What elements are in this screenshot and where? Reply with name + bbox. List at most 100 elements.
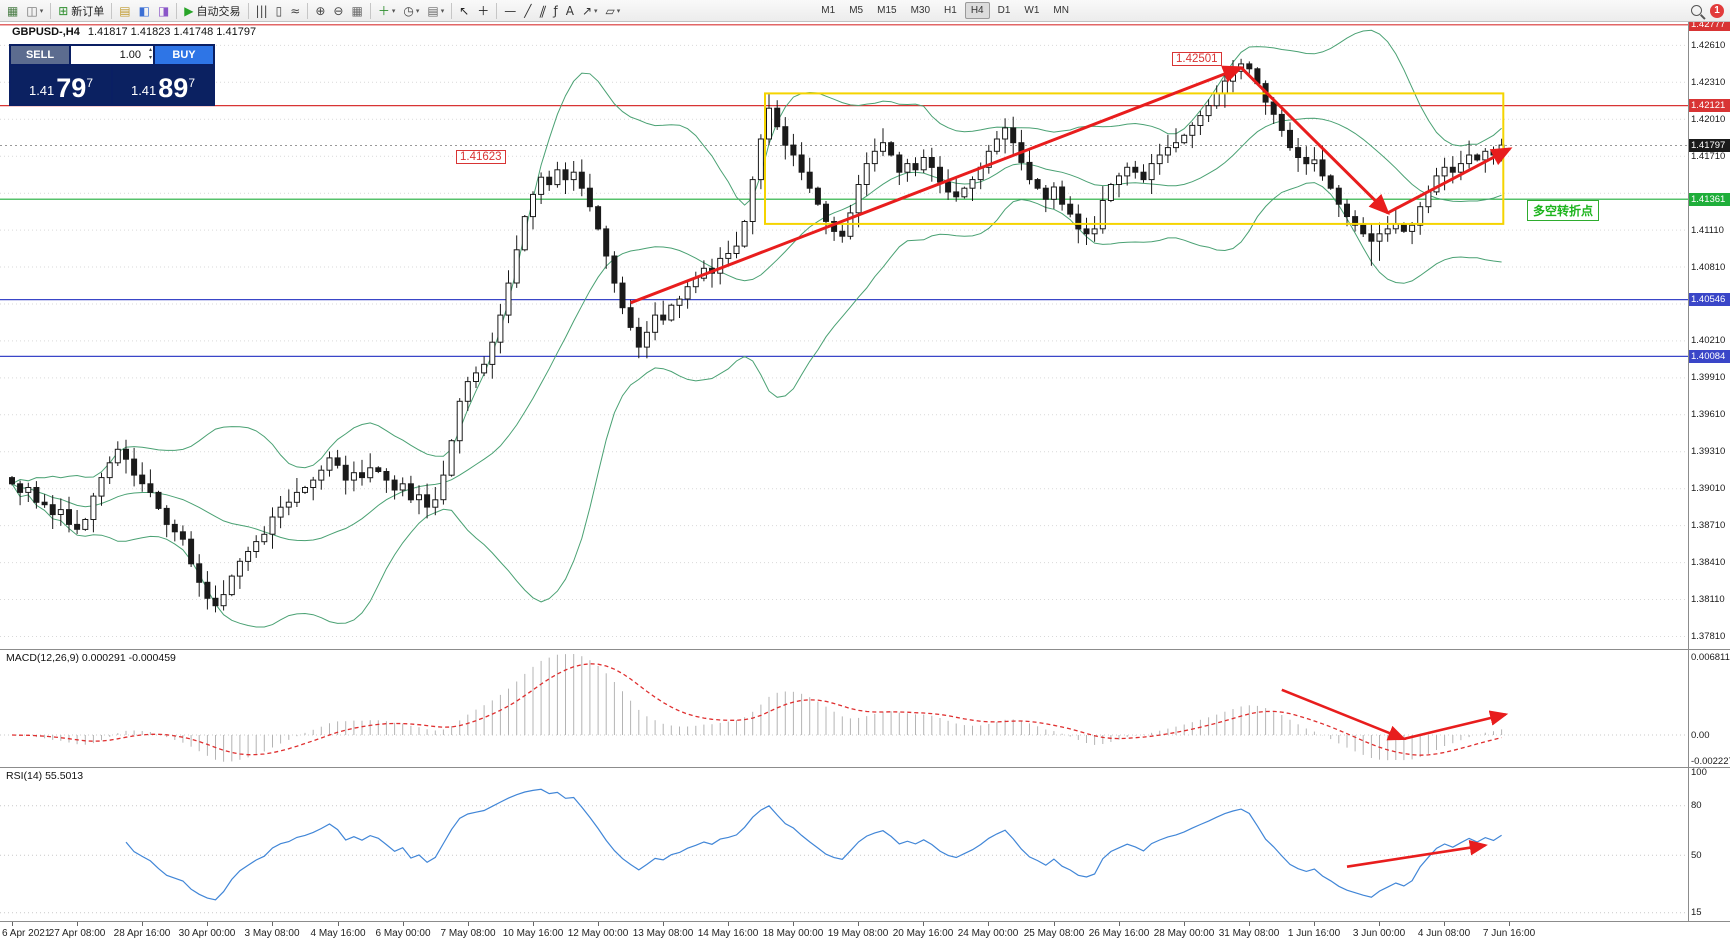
candles-icon[interactable]: ▯ <box>275 3 283 18</box>
date-label: 19 May 08:00 <box>827 928 889 939</box>
macd-axis-label: 0.00 <box>1691 730 1710 741</box>
toolbar-separator <box>247 2 249 19</box>
timeframe-m15[interactable]: M15 <box>877 5 897 16</box>
tile-windows-icon[interactable]: ▦ <box>351 3 363 18</box>
swing-high-label[interactable]: 1.41623 <box>456 150 506 164</box>
arrow-tool-icon[interactable]: ↗ ▾ <box>581 3 598 18</box>
date-label: 14 May 16:00 <box>697 928 759 939</box>
timeframe-mn[interactable]: MN <box>1053 5 1069 16</box>
price-tick: 1.41710 <box>1691 151 1726 162</box>
line-chart-icon[interactable]: ≈ <box>290 3 301 18</box>
timeframe-m30[interactable]: M30 <box>910 5 931 16</box>
new-order-button[interactable]: ⊞ 新订单 <box>58 3 105 18</box>
date-tick <box>1054 922 1055 926</box>
crosshair-icon[interactable]: ＋ <box>477 3 490 18</box>
date-label: 1 Jun 16:00 <box>1287 928 1341 939</box>
pane-separator[interactable] <box>0 767 1730 768</box>
date-tick <box>1119 922 1120 926</box>
rsi-axis-label: 80 <box>1691 800 1702 811</box>
date-tick <box>728 922 729 926</box>
market-watch-icon[interactable]: ▤ <box>119 3 131 18</box>
date-label: 7 Jun 16:00 <box>1482 928 1536 939</box>
text-icon[interactable]: A <box>565 3 574 18</box>
date-label: 24 May 00:00 <box>957 928 1019 939</box>
indicators-icon[interactable]: ＋ ▾ <box>377 3 396 18</box>
ask-big-digits: 89 <box>158 73 189 103</box>
date-tick <box>77 922 78 926</box>
horizontal-line-icon[interactable]: — <box>504 3 517 18</box>
volume-stepper[interactable]: ▴ ▾ <box>148 47 152 61</box>
date-tick <box>858 922 859 926</box>
pane-separator[interactable] <box>0 921 1730 922</box>
peak-price-label[interactable]: 1.42501 <box>1172 52 1222 66</box>
rsi-canvas[interactable] <box>0 768 1688 921</box>
date-label: 4 May 16:00 <box>310 928 366 939</box>
one-click-trading-widget: SELL 1.00 ▴ ▾ BUY 1.41 79 7 1.41 89 7 <box>9 44 215 106</box>
buy-button[interactable]: BUY <box>155 46 213 64</box>
price-tick: 1.38410 <box>1691 557 1726 568</box>
chart-info: GBPUSD-,H4 1.41817 1.41823 1.41748 1.4179… <box>12 26 256 38</box>
new-chart-icon[interactable]: ▦ <box>7 3 19 18</box>
price-axis[interactable] <box>1688 22 1730 946</box>
fibonacci-icon[interactable]: ƒ <box>553 3 558 18</box>
shapes-icon[interactable]: ▱ ▾ <box>605 3 621 18</box>
navigator-icon[interactable]: ◨ <box>157 3 170 18</box>
date-label: 27 Apr 08:00 <box>48 928 106 939</box>
date-label: 10 May 16:00 <box>502 928 564 939</box>
date-label: 20 May 16:00 <box>892 928 954 939</box>
main-chart-canvas[interactable] <box>0 22 1688 650</box>
date-tick <box>663 922 664 926</box>
date-tick <box>1379 922 1380 926</box>
price-tick: 1.42010 <box>1691 114 1726 125</box>
date-axis[interactable]: 6 Apr 2021 27 Apr 08:00 28 Apr 16:00 30 Apr… <box>0 922 1730 946</box>
date-label: 13 May 08:00 <box>632 928 694 939</box>
price-tick: 1.40810 <box>1691 262 1726 273</box>
price-line-label: 1.40546 <box>1689 293 1730 306</box>
date-label: 26 May 16:00 <box>1088 928 1150 939</box>
channel-icon[interactable]: ∥ <box>537 3 548 18</box>
autotrading-button[interactable]: ▶ 自动交易 <box>184 3 241 18</box>
macd-axis-label: 0.006811 <box>1691 652 1730 663</box>
toolbar-separator <box>496 2 498 19</box>
zoom-in-icon[interactable]: ⊕ <box>315 3 326 18</box>
date-tick <box>1314 922 1315 926</box>
date-tick <box>923 922 924 926</box>
search-icon[interactable] <box>1691 5 1702 16</box>
zoom-out-icon[interactable]: ⊖ <box>333 3 344 18</box>
bid-pip-digit: 7 <box>86 76 94 90</box>
date-label: 18 May 00:00 <box>762 928 824 939</box>
date-tick <box>1509 922 1510 926</box>
toolbar-icons: ▦ ◫ ▾ ⊞ 新订单 ▤ ◧ ◨ ▶ 自动交易 ||| ▯ ≈ ⊕ ⊖ ▦ ＋ ▾ ◷ ▾ ▤ ▾ ↖ ＋ — ╱ ∥ ƒ A ↗ ▾ ▱ ▾ <box>3 2 624 20</box>
turning-point-note[interactable]: 多空转折点 <box>1527 200 1600 221</box>
bars-icon[interactable]: ||| <box>255 3 268 18</box>
rsi-title: RSI(14) 55.5013 <box>6 770 83 782</box>
profiles-icon[interactable]: ◫ ▾ <box>26 3 44 18</box>
timeframe-m5[interactable]: M5 <box>849 5 864 16</box>
trendline-icon[interactable]: ╱ <box>524 3 532 18</box>
macd-title: MACD(12,26,9) 0.000291 -0.000459 <box>6 652 176 664</box>
timeframe-h1[interactable]: H1 <box>944 5 957 16</box>
date-label: 3 Jun 00:00 <box>1352 928 1406 939</box>
macd-canvas[interactable] <box>0 650 1688 767</box>
date-tick <box>272 922 273 926</box>
periods-icon[interactable]: ◷ ▾ <box>403 3 420 18</box>
rsi-axis-label: 15 <box>1691 907 1702 918</box>
price-tick: 1.41110 <box>1691 225 1724 236</box>
notification-badge[interactable]: 1 <box>1710 3 1724 18</box>
timeframe-w1[interactable]: W1 <box>1024 5 1040 16</box>
volume-input[interactable]: 1.00 ▴ ▾ <box>71 46 153 64</box>
price-line-label: 1.41361 <box>1689 193 1730 206</box>
date-tick <box>1444 922 1445 926</box>
pane-separator[interactable] <box>0 649 1730 650</box>
timeframe-m1[interactable]: M1 <box>821 5 836 16</box>
cursor-icon[interactable]: ↖ <box>459 3 470 18</box>
timeframe-h4[interactable]: H4 <box>964 2 990 19</box>
timeframe-group: M1 M5 M15 M30 H1 H4 D1 W1 MN <box>814 2 1076 19</box>
data-window-icon[interactable]: ◧ <box>138 3 150 18</box>
sell-button[interactable]: SELL <box>11 46 69 64</box>
macd-axis-label: -0.002227 <box>1691 756 1730 767</box>
templates-icon[interactable]: ▤ ▾ <box>427 3 445 18</box>
timeframe-d1[interactable]: D1 <box>997 5 1011 16</box>
bid-big-digits: 79 <box>56 73 87 103</box>
date-tick <box>988 922 989 926</box>
